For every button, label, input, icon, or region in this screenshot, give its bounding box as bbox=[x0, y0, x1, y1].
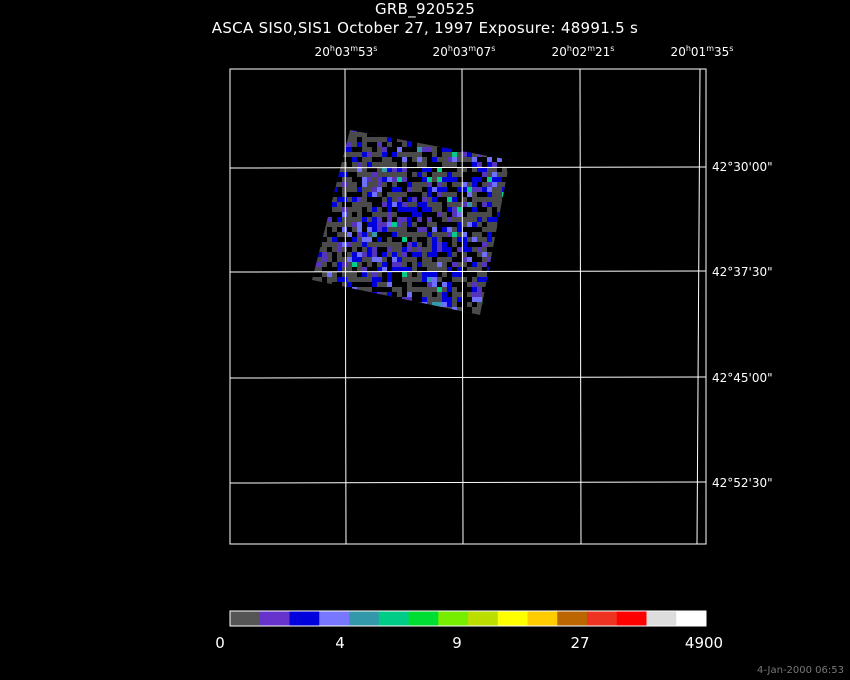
ccd-exposure-image bbox=[312, 130, 510, 315]
colorbar-segment bbox=[408, 611, 439, 626]
colorbar-segment bbox=[349, 611, 380, 626]
ra-label: 20h03m07s bbox=[432, 44, 496, 59]
ra-gridline bbox=[579, 68, 582, 545]
colorbar-segment bbox=[289, 611, 320, 626]
ra-label: 20h03m53s bbox=[314, 44, 378, 59]
colorbar-outline bbox=[229, 610, 707, 627]
dec-gridline bbox=[229, 270, 707, 273]
ra-gridline bbox=[696, 68, 701, 545]
colorbar-segment bbox=[616, 611, 647, 626]
colorbar-tick-label: 4 bbox=[335, 634, 345, 652]
ra-label: 20h02m21s bbox=[551, 44, 615, 59]
colorbar-tick-label: 27 bbox=[570, 634, 590, 652]
colorbar-segment bbox=[230, 611, 261, 626]
image-subtitle: ASCA SIS0,SIS1 October 27, 1997 Exposure… bbox=[211, 19, 639, 37]
colorbar-segment bbox=[438, 611, 469, 626]
dec-label: 42°45'00" bbox=[712, 371, 773, 385]
ra-gridline bbox=[461, 68, 464, 545]
colorbar-tick-label: 9 bbox=[452, 634, 462, 652]
plot-frame bbox=[229, 68, 707, 545]
dec-gridline bbox=[229, 376, 707, 379]
colorbar-segment bbox=[468, 611, 499, 626]
colorbar-segment bbox=[378, 611, 409, 626]
dec-label: 42°30'00" bbox=[712, 160, 773, 174]
timestamp: 4-Jan-2000 06:53 bbox=[757, 665, 844, 676]
colorbar-tick-label: 0 bbox=[215, 634, 225, 652]
colorbar-segment bbox=[497, 611, 528, 626]
colorbar-segment bbox=[557, 611, 588, 626]
dec-gridline bbox=[229, 481, 707, 484]
colorbar-segment bbox=[676, 611, 707, 626]
coordinate-grid bbox=[229, 68, 707, 545]
dec-label: 42°52'30" bbox=[712, 476, 773, 490]
colorbar-segment bbox=[587, 611, 618, 626]
colorbar-segment bbox=[527, 611, 558, 626]
colorbar-segment bbox=[646, 611, 677, 626]
ra-gridline bbox=[344, 68, 347, 545]
dec-label: 42°37'30" bbox=[712, 265, 773, 279]
dec-gridline bbox=[229, 166, 707, 169]
ra-label: 20h01m35s bbox=[670, 44, 734, 59]
colorbar-segment bbox=[319, 611, 350, 626]
image-title: GRB_920525 bbox=[374, 0, 476, 18]
colorbar-segment bbox=[259, 611, 290, 626]
colorbar-tick-label: 4900 bbox=[684, 634, 724, 652]
colorbar bbox=[229, 610, 707, 627]
